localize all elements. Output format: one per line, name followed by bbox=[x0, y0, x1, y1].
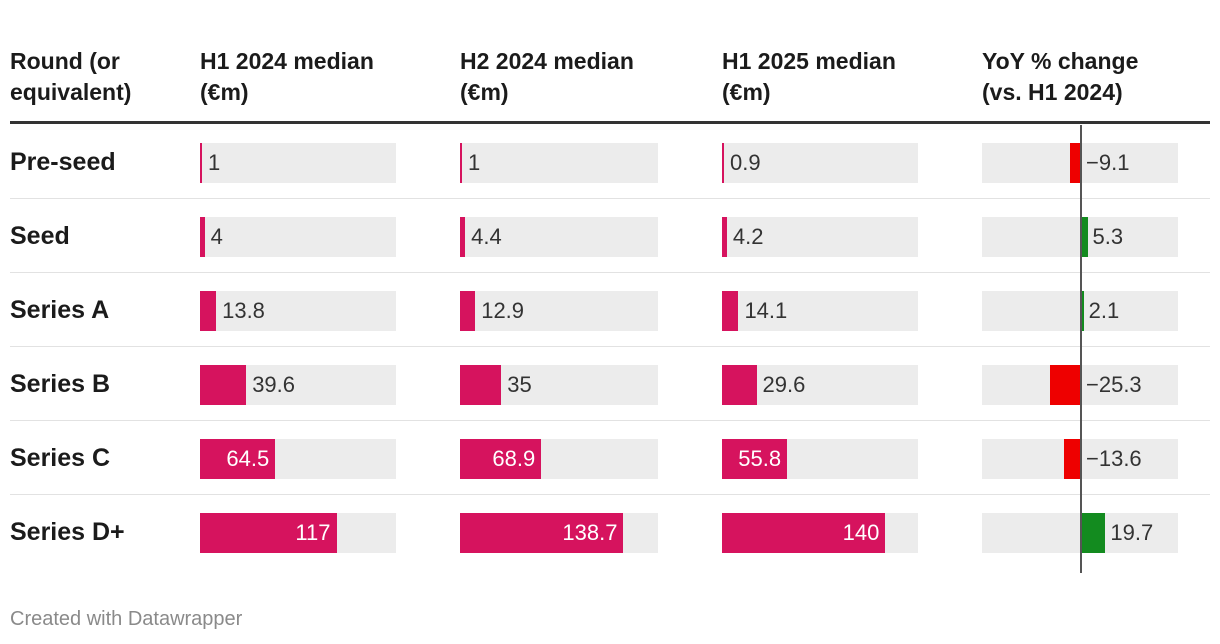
value-label: 140 bbox=[842, 520, 880, 545]
footer-credit: Created with Datawrapper bbox=[10, 608, 243, 630]
value-label: 1 bbox=[208, 150, 221, 175]
header-h2-2024: H2 2024 median (€m) bbox=[460, 48, 634, 105]
value-label: 13.8 bbox=[222, 298, 265, 323]
yoy-bar bbox=[1049, 365, 1081, 405]
yoy-bar bbox=[1081, 291, 1084, 331]
row-divider bbox=[10, 272, 1210, 273]
bar-track: 64.5 bbox=[200, 439, 396, 479]
bar-track: 140 bbox=[722, 513, 918, 553]
bar-track: 138.7 bbox=[460, 513, 658, 553]
bar-h1-2025 bbox=[722, 513, 886, 553]
bar-h1-2025 bbox=[722, 365, 757, 405]
yoy-value-label: 2.1 bbox=[1088, 298, 1120, 323]
yoy-bar bbox=[1081, 513, 1106, 553]
value-label: 117 bbox=[295, 520, 331, 545]
table-row: Series B 39.6 35 29.6 −25.3 bbox=[10, 347, 1210, 421]
bar-h1-2024 bbox=[200, 217, 205, 257]
yoy-value-label: −13.6 bbox=[1086, 446, 1142, 471]
bar-track: 117 bbox=[200, 513, 396, 553]
bar-h1-2024 bbox=[200, 365, 247, 405]
header-h1-2024: H1 2024 median (€m) bbox=[200, 48, 374, 105]
bar-h1-2024 bbox=[200, 291, 217, 331]
bar-track: 55.8 bbox=[722, 439, 918, 479]
row-divider bbox=[10, 494, 1210, 495]
row-label: Series D+ bbox=[10, 518, 125, 546]
bar-h1-2025 bbox=[722, 143, 724, 183]
row-label: Series B bbox=[10, 370, 111, 398]
value-label: 68.9 bbox=[492, 446, 536, 471]
bar-track: 0.9 bbox=[722, 143, 918, 183]
yoy-value-label: 19.7 bbox=[1110, 520, 1154, 545]
bar-h1-2025 bbox=[722, 291, 739, 331]
row-divider bbox=[10, 346, 1210, 347]
yoy-zero-axis bbox=[1080, 125, 1082, 573]
bar-track: 13.8 bbox=[200, 291, 396, 331]
bar-h2-2024 bbox=[460, 439, 542, 479]
yoy-value-label: 5.3 bbox=[1092, 224, 1124, 249]
bar-h2-2024 bbox=[460, 513, 624, 553]
row-label: Seed bbox=[10, 222, 70, 250]
table-row: Series D+ 117 138.7 140 19.7 bbox=[10, 495, 1210, 569]
header-rule bbox=[10, 121, 1210, 124]
bar-track: 4.2 bbox=[722, 217, 918, 257]
bar-h1-2025 bbox=[722, 217, 727, 257]
row-label: Pre-seed bbox=[10, 148, 116, 176]
bar-track: 68.9 bbox=[460, 439, 658, 479]
table-row: Pre-seed 1 1 0.9 −9.1 bbox=[10, 125, 1210, 199]
yoy-value-label: −25.3 bbox=[1086, 372, 1142, 397]
table-row: Seed 4 4.4 4.2 5.3 bbox=[10, 199, 1210, 273]
bar-h2-2024 bbox=[460, 291, 476, 331]
yoy-value-label: −9.1 bbox=[1086, 150, 1130, 175]
value-label: 29.6 bbox=[762, 372, 806, 397]
row-label: Series C bbox=[10, 444, 111, 472]
header-h1-2025: H1 2025 median (€m) bbox=[722, 48, 896, 105]
bar-track: 12.9 bbox=[460, 291, 658, 331]
table-row: Series A 13.8 12.9 14.1 2.1 bbox=[10, 273, 1210, 347]
table-row: Series C 64.5 68.9 55.8 −13.6 bbox=[10, 421, 1210, 495]
bar-track: 4 bbox=[200, 217, 396, 257]
header-round: Round (or equivalent) bbox=[10, 48, 132, 105]
value-label: 1 bbox=[468, 150, 481, 175]
bar-h2-2024 bbox=[460, 365, 502, 405]
value-label: 4 bbox=[210, 224, 223, 249]
bar-track: 1 bbox=[460, 143, 658, 183]
yoy-bar bbox=[1064, 439, 1081, 479]
bar-track: 39.6 bbox=[200, 365, 396, 405]
row-divider bbox=[10, 198, 1210, 199]
row-divider bbox=[10, 420, 1210, 421]
table-header: Round (or equivalent) H1 2024 median (€m… bbox=[0, 46, 1220, 116]
value-label: 39.6 bbox=[252, 372, 296, 397]
row-label: Series A bbox=[10, 296, 110, 324]
bar-track: 4.4 bbox=[460, 217, 658, 257]
bar-track: 1 bbox=[200, 143, 396, 183]
bar-track: 14.1 bbox=[722, 291, 918, 331]
value-label: 55.8 bbox=[738, 446, 782, 471]
value-label: 138.7 bbox=[562, 520, 618, 545]
yoy-bar bbox=[1069, 143, 1081, 183]
value-label: 0.9 bbox=[730, 150, 761, 175]
bar-h1-2024 bbox=[200, 143, 202, 183]
value-label: 14.1 bbox=[744, 298, 788, 323]
bar-h1-2024 bbox=[200, 513, 337, 553]
bar-h2-2024 bbox=[460, 143, 462, 183]
bar-track: 35 bbox=[460, 365, 658, 405]
value-label: 35 bbox=[507, 372, 532, 397]
value-label: 4.2 bbox=[732, 224, 764, 249]
value-label: 12.9 bbox=[481, 298, 525, 323]
yoy-bar bbox=[1081, 217, 1088, 257]
value-label: 64.5 bbox=[226, 446, 270, 471]
value-label: 4.4 bbox=[471, 224, 502, 249]
bar-h1-2025 bbox=[722, 439, 788, 479]
bar-h1-2024 bbox=[200, 439, 276, 479]
bar-h2-2024 bbox=[460, 217, 466, 257]
bar-track: 29.6 bbox=[722, 365, 918, 405]
header-yoy: YoY % change (vs. H1 2024) bbox=[982, 48, 1139, 105]
